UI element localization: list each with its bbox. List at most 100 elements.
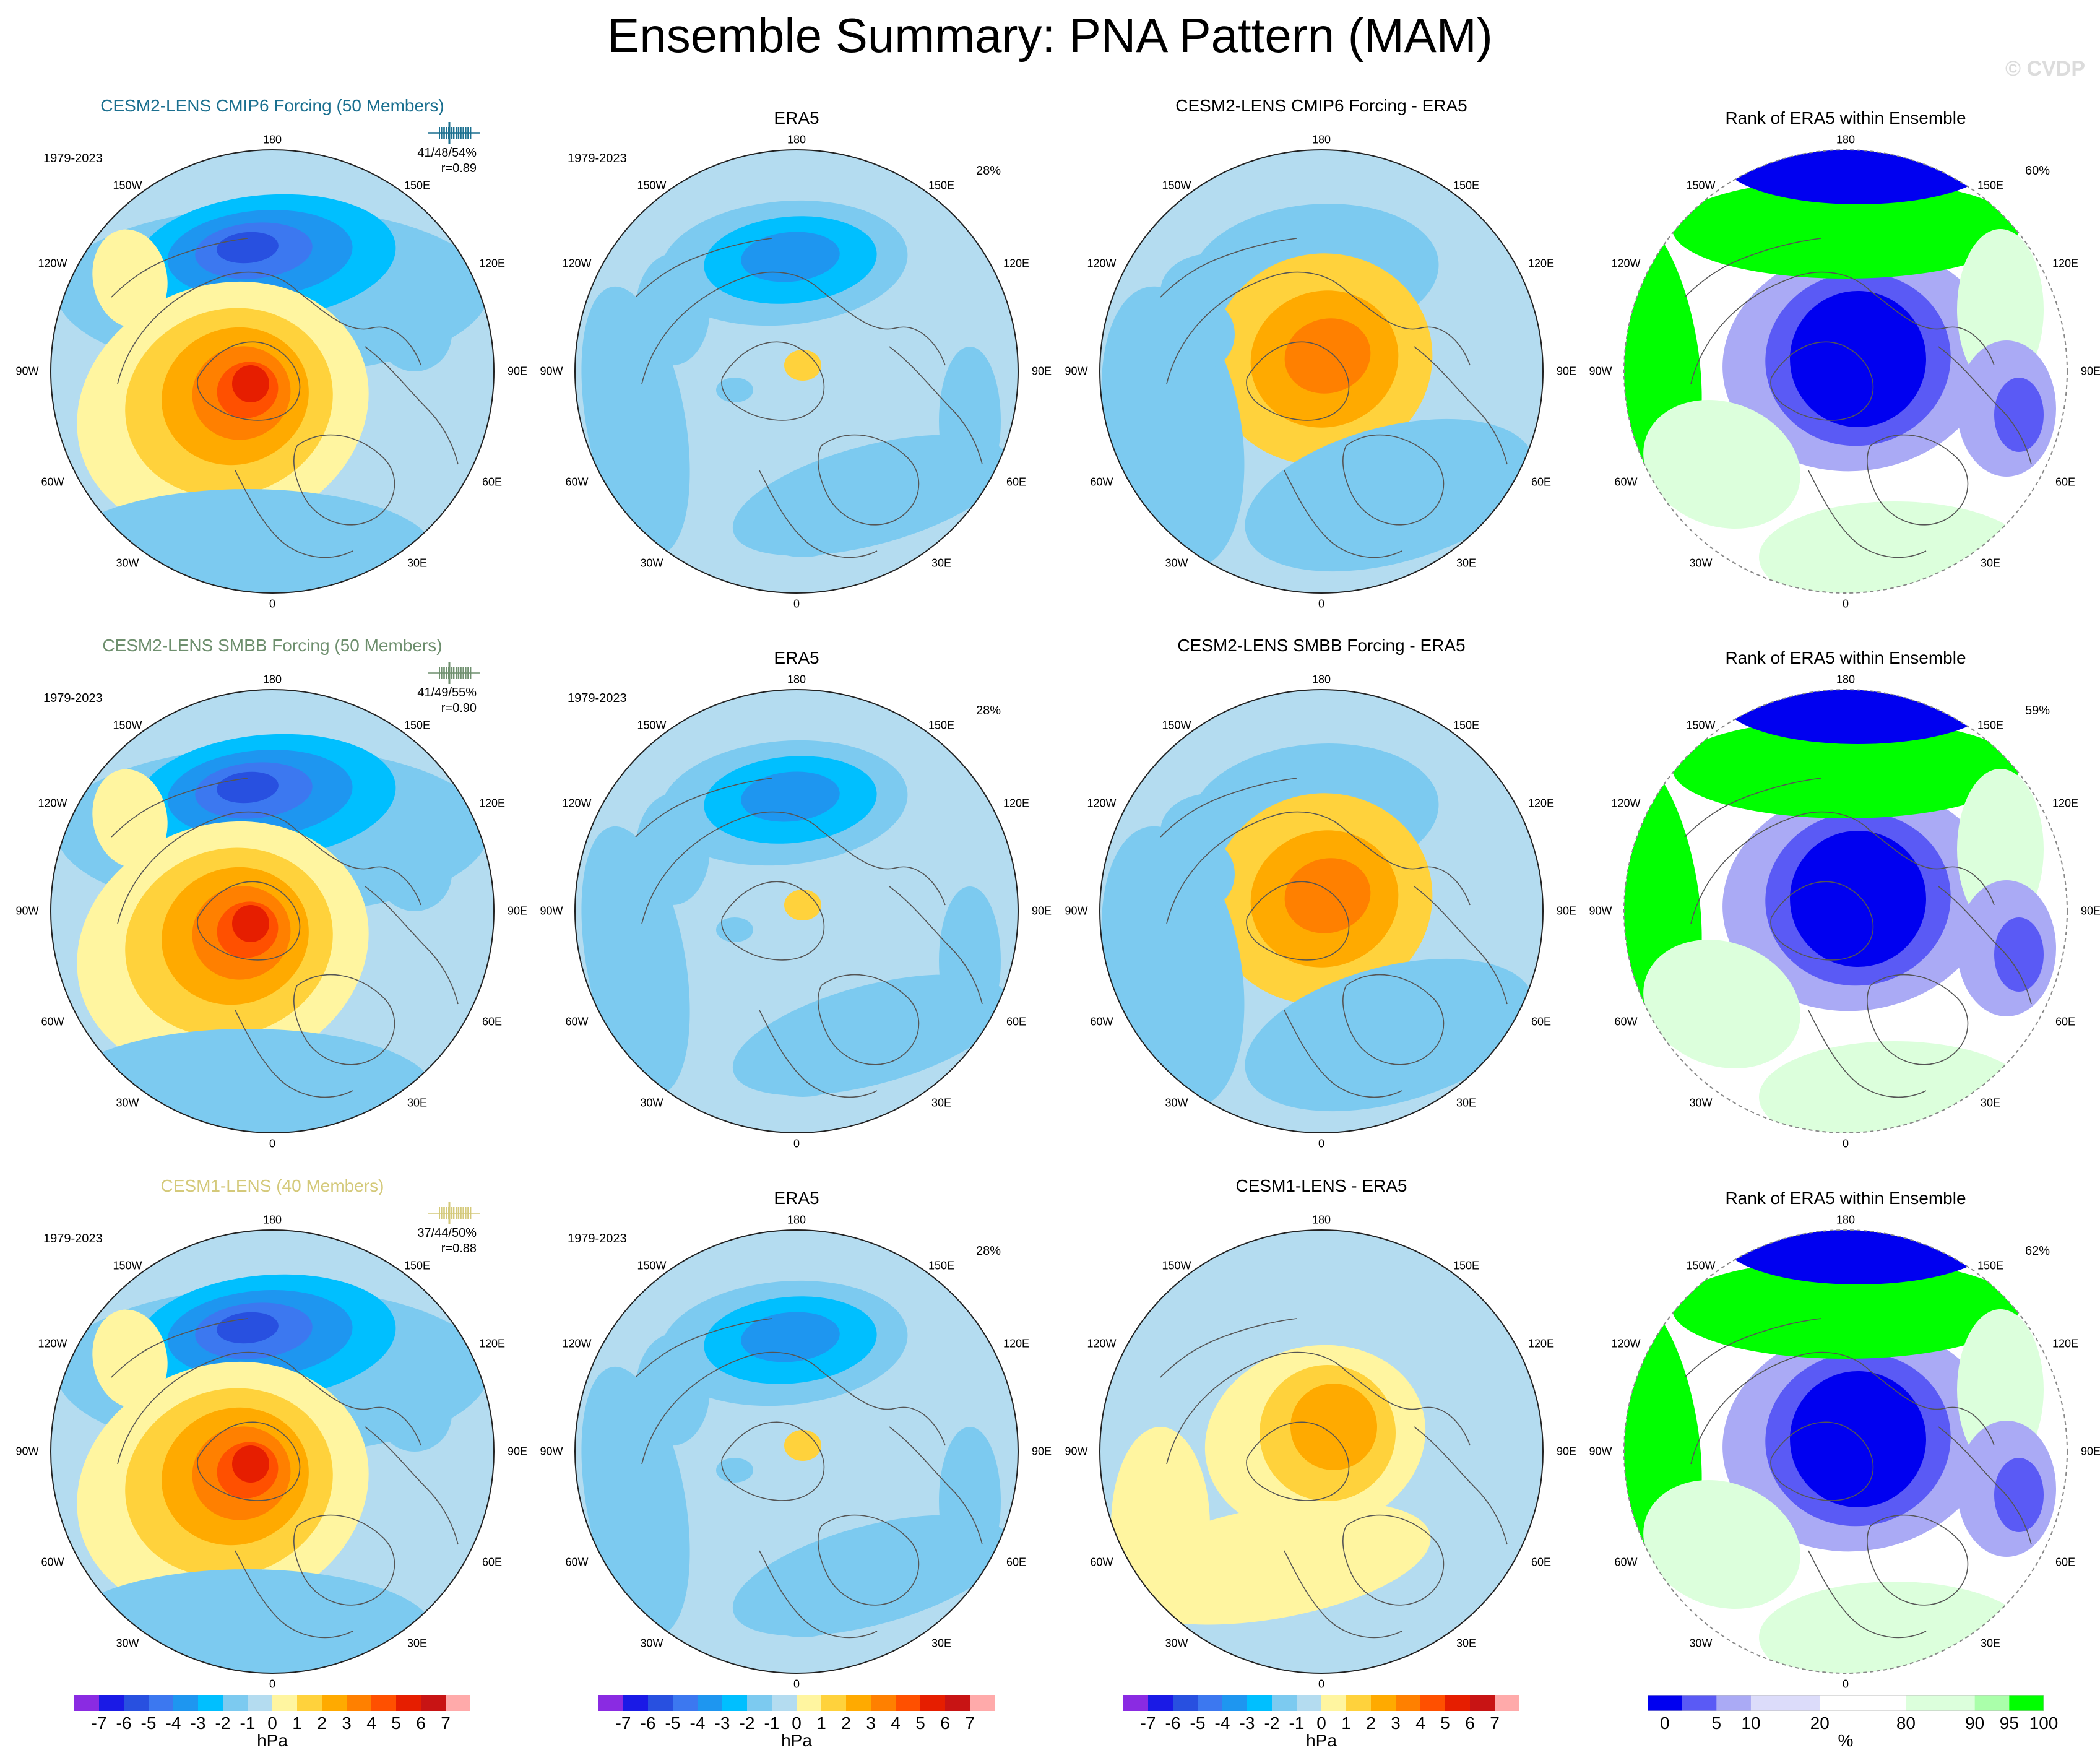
longitude-label-upper_left: 150W — [637, 719, 667, 732]
colorbar-swatch — [722, 1695, 748, 1711]
longitude-label-right: 90E — [1556, 365, 1577, 378]
rank-map-row1 — [1623, 149, 2068, 594]
longitude-label-lower_right: 30E — [1456, 1096, 1477, 1109]
coastline — [635, 778, 983, 1098]
longitude-label-left_lower: 60W — [41, 1015, 64, 1028]
longitude-label-upper_right: 150E — [928, 1259, 955, 1272]
coastline — [635, 1318, 983, 1639]
diff-panel-title: CESM2-LENS CMIP6 Forcing - ERA5 — [1175, 96, 1467, 115]
colorbar-unit: hPa — [1306, 1731, 1337, 1750]
longitude-label-upper_right: 150E — [1977, 719, 2004, 732]
longitude-label-upper_right: 150E — [928, 719, 955, 732]
colorbar-swatch — [2009, 1695, 2044, 1711]
colorbar-tick-label: -6 — [1165, 1713, 1181, 1733]
obs-map-row3 — [574, 1229, 1019, 1674]
obs-map-row2-contour — [939, 886, 1001, 1035]
coastline — [1684, 778, 2032, 1098]
colorbar-tick-label: 6 — [940, 1713, 950, 1733]
colorbar-tick-label: 5 — [1711, 1713, 1722, 1733]
colorbar-tick-label: 7 — [441, 1713, 451, 1733]
colorbar-swatch — [248, 1695, 273, 1711]
longitude-label-right: 90E — [2080, 904, 2100, 917]
longitude-label-lower_left: 30W — [1165, 1637, 1188, 1650]
longitude-label-bottom: 0 — [269, 1678, 276, 1691]
model-map-row2-contour — [378, 837, 452, 911]
longitude-label-upper_right: 150E — [404, 1259, 431, 1272]
colorbar-tick-label: 100 — [2029, 1713, 2059, 1733]
colorbar-swatch — [347, 1695, 372, 1711]
model-map-row1 — [50, 149, 495, 594]
colorbar-swatch — [1445, 1695, 1471, 1711]
obs-map-row1-contour — [784, 350, 821, 381]
longitude-label-left_upper: 120W — [1087, 797, 1117, 810]
longitude-label-top: 180 — [1311, 133, 1331, 146]
longitude-label-right: 90E — [1031, 904, 1052, 917]
colorbar-swatch — [772, 1695, 797, 1711]
pressure-colorbar — [1123, 1695, 1519, 1711]
colorbar-swatch — [1321, 1695, 1347, 1711]
longitude-label-right: 90E — [1031, 1445, 1052, 1458]
colorbar-swatch — [1906, 1695, 1976, 1711]
colorbar-swatch — [1716, 1695, 1752, 1711]
longitude-label-lower_left: 30W — [116, 557, 139, 570]
longitude-label-lower_left: 30W — [1689, 1637, 1713, 1650]
colorbar-swatch — [396, 1695, 421, 1711]
colorbar-tick-label: 0 — [792, 1713, 802, 1733]
colorbar-tick-label: -5 — [1190, 1713, 1206, 1733]
diff-panel-title: CESM2-LENS SMBB Forcing - ERA5 — [1177, 636, 1466, 655]
longitude-label-right: 90E — [1556, 904, 1577, 917]
pressure-colorbar — [598, 1695, 995, 1711]
coastline — [111, 1318, 459, 1639]
rank-map-row1-contour — [1994, 378, 2044, 452]
colorbar-tick-label: -5 — [665, 1713, 681, 1733]
colorbar-tick-label: 5 — [391, 1713, 401, 1733]
colorbar-swatch — [1682, 1695, 1717, 1711]
model-stat-r: r=0.90 — [441, 701, 477, 715]
longitude-label-left_lower: 60W — [1090, 1556, 1113, 1569]
longitude-label-top: 180 — [1311, 673, 1331, 686]
longitude-label-lower_right: 30E — [931, 557, 952, 570]
colorbar-swatch — [1148, 1695, 1173, 1711]
rank-map-row3-contour — [1722, 1230, 1994, 1284]
diff-map-row1-contour — [1245, 418, 1534, 572]
obs-panel-title: ERA5 — [774, 1189, 819, 1208]
colorbar-tick-label: 1 — [1341, 1713, 1351, 1733]
longitude-label-right: 90E — [2080, 1445, 2100, 1458]
colorbar-swatch — [1297, 1695, 1322, 1711]
colorbar-tick-label: -4 — [689, 1713, 706, 1733]
longitude-label-lower_right: 30E — [1980, 557, 2001, 570]
coastline — [635, 238, 983, 558]
colorbar-swatch — [1173, 1695, 1198, 1711]
colorbar-tick-label: 4 — [366, 1713, 376, 1733]
longitude-label-right_lower: 60E — [1531, 1556, 1552, 1569]
rank-map-row2-contour — [1672, 719, 2019, 818]
longitude-label-upper_left: 150W — [113, 719, 142, 732]
coastline — [111, 778, 459, 1098]
colorbar-tick-label: -7 — [91, 1713, 107, 1733]
watermark: © CVDP — [2005, 57, 2085, 80]
longitude-label-lower_left: 30W — [640, 557, 663, 570]
longitude-label-lower_right: 30E — [1980, 1096, 2001, 1109]
colorbar-tick-label: -1 — [240, 1713, 256, 1733]
longitude-label-upper_right: 150E — [1977, 179, 2004, 192]
longitude-label-right_lower: 60E — [1006, 1015, 1027, 1028]
longitude-label-right_lower: 60E — [2055, 475, 2076, 488]
longitude-label-left_upper: 120W — [1611, 1337, 1641, 1350]
longitude-label-right: 90E — [507, 365, 528, 378]
model-stat-r: r=0.88 — [441, 1242, 477, 1255]
rank-map-row3-contour — [1994, 1458, 2044, 1532]
longitude-label-right_upper: 120E — [1003, 257, 1030, 270]
longitude-label-lower_right: 30E — [407, 1637, 428, 1650]
diff-map-row2-contour — [1284, 858, 1371, 933]
longitude-label-right_upper: 120E — [478, 797, 506, 810]
model-map-row3 — [50, 1229, 495, 1674]
colorbar-swatch — [747, 1695, 772, 1711]
longitude-label-left_upper: 120W — [1087, 257, 1117, 270]
rank-map-row1-contour — [1672, 180, 2019, 279]
longitude-label-left: 90W — [1065, 904, 1088, 917]
longitude-label-left_upper: 120W — [38, 1337, 67, 1350]
colorbar-tick-label: 20 — [1810, 1713, 1830, 1733]
colorbar-tick-label: -3 — [190, 1713, 206, 1733]
longitude-label-right: 90E — [507, 904, 528, 917]
coastline — [1684, 1318, 2032, 1639]
